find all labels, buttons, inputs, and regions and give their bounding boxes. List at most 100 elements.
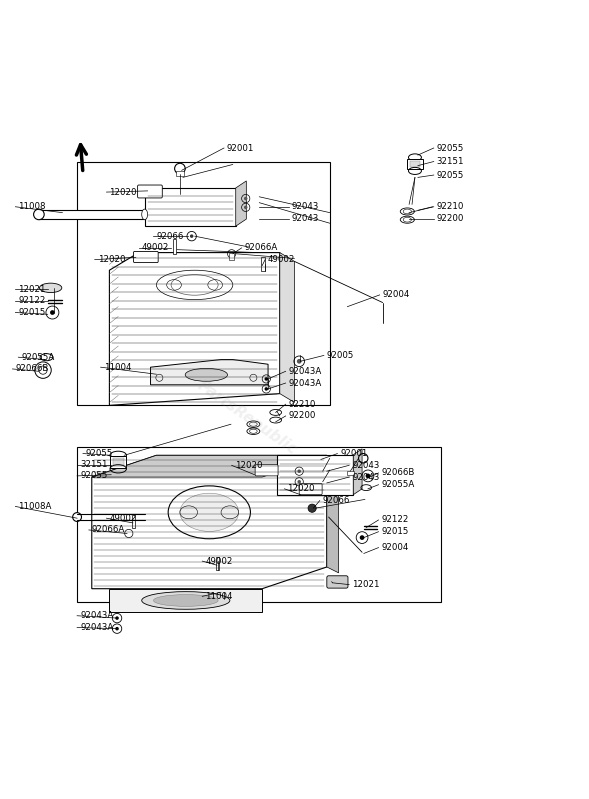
Text: 92210: 92210 — [436, 202, 464, 211]
FancyBboxPatch shape — [110, 456, 127, 467]
Text: 49002: 49002 — [268, 255, 296, 264]
Text: 12020: 12020 — [287, 484, 315, 493]
Ellipse shape — [142, 591, 230, 610]
Text: 92043A: 92043A — [80, 611, 113, 620]
Text: 92055: 92055 — [436, 144, 464, 153]
Circle shape — [50, 310, 55, 315]
FancyBboxPatch shape — [216, 557, 219, 570]
Polygon shape — [280, 252, 294, 403]
Text: 92066: 92066 — [323, 496, 350, 505]
Ellipse shape — [72, 513, 81, 522]
Text: 92066A: 92066A — [244, 244, 278, 252]
Ellipse shape — [403, 217, 412, 222]
Text: 92055: 92055 — [86, 449, 113, 458]
Text: 32151: 32151 — [80, 460, 108, 469]
Ellipse shape — [39, 283, 62, 292]
Text: 49002: 49002 — [142, 244, 169, 252]
Text: 12020: 12020 — [98, 255, 125, 264]
FancyBboxPatch shape — [255, 465, 278, 476]
FancyBboxPatch shape — [173, 239, 176, 254]
FancyBboxPatch shape — [113, 459, 124, 465]
Circle shape — [264, 377, 268, 380]
Text: 92005: 92005 — [327, 351, 354, 360]
Text: 92066: 92066 — [157, 232, 184, 240]
Text: 32151: 32151 — [436, 157, 464, 166]
Circle shape — [297, 480, 301, 483]
Ellipse shape — [168, 486, 250, 539]
Text: PartsRepublic: PartsRepublic — [195, 377, 300, 457]
Text: 92043: 92043 — [292, 214, 319, 223]
FancyBboxPatch shape — [327, 576, 348, 588]
Text: 92055: 92055 — [80, 471, 107, 480]
Polygon shape — [151, 360, 268, 385]
Polygon shape — [236, 181, 246, 226]
Polygon shape — [92, 455, 327, 589]
Text: 12021: 12021 — [352, 580, 379, 589]
Polygon shape — [92, 455, 327, 477]
Text: 49002: 49002 — [205, 557, 233, 566]
Circle shape — [244, 205, 247, 209]
Ellipse shape — [154, 594, 218, 606]
FancyBboxPatch shape — [347, 471, 354, 475]
FancyBboxPatch shape — [411, 161, 419, 167]
Circle shape — [360, 535, 365, 540]
Text: 11004: 11004 — [104, 363, 131, 372]
Text: 92055A: 92055A — [21, 352, 55, 362]
Text: 11008: 11008 — [18, 202, 46, 211]
Text: 92055: 92055 — [436, 170, 464, 180]
Polygon shape — [327, 455, 339, 573]
Ellipse shape — [403, 209, 412, 214]
Text: 92043A: 92043A — [289, 379, 322, 388]
Text: 12020: 12020 — [110, 188, 137, 197]
Circle shape — [308, 504, 316, 512]
Polygon shape — [39, 210, 145, 218]
FancyBboxPatch shape — [408, 158, 422, 169]
Text: 92001: 92001 — [340, 449, 368, 458]
Text: 92122: 92122 — [18, 296, 46, 305]
FancyBboxPatch shape — [145, 188, 236, 226]
Circle shape — [115, 627, 119, 630]
Text: 92015: 92015 — [382, 527, 409, 536]
FancyBboxPatch shape — [261, 256, 264, 272]
Ellipse shape — [185, 368, 227, 381]
FancyBboxPatch shape — [132, 515, 135, 527]
Text: 12020: 12020 — [234, 461, 262, 470]
Ellipse shape — [142, 209, 148, 220]
Text: 92200: 92200 — [436, 214, 464, 223]
FancyBboxPatch shape — [229, 252, 234, 260]
Circle shape — [297, 359, 302, 364]
Text: 92043A: 92043A — [80, 623, 113, 632]
Ellipse shape — [250, 429, 257, 433]
FancyBboxPatch shape — [138, 185, 163, 198]
Text: 11008A: 11008A — [18, 502, 52, 511]
Text: 92066B: 92066B — [15, 364, 49, 373]
Text: 92004: 92004 — [382, 543, 409, 552]
Text: 92004: 92004 — [383, 290, 410, 300]
Text: 92015: 92015 — [18, 308, 46, 317]
Circle shape — [264, 388, 268, 391]
Circle shape — [366, 474, 370, 479]
Ellipse shape — [180, 493, 239, 531]
Circle shape — [244, 197, 247, 201]
Text: 92122: 92122 — [382, 515, 409, 524]
Circle shape — [190, 234, 193, 238]
Text: 92200: 92200 — [289, 411, 316, 420]
FancyBboxPatch shape — [134, 252, 158, 263]
FancyBboxPatch shape — [299, 483, 322, 495]
Text: 92043: 92043 — [352, 461, 379, 470]
Text: 92210: 92210 — [289, 400, 316, 409]
Circle shape — [115, 616, 119, 620]
Text: 92066A: 92066A — [92, 526, 125, 535]
Text: 92055A: 92055A — [382, 480, 415, 489]
Ellipse shape — [34, 209, 44, 220]
Text: 92066B: 92066B — [382, 468, 415, 478]
Polygon shape — [353, 449, 362, 495]
Ellipse shape — [250, 422, 257, 426]
Circle shape — [297, 470, 301, 473]
Text: 12021: 12021 — [18, 284, 46, 293]
FancyBboxPatch shape — [277, 455, 353, 495]
Polygon shape — [110, 589, 262, 612]
Text: 92043A: 92043A — [289, 367, 322, 376]
Text: 49002: 49002 — [110, 514, 137, 523]
FancyBboxPatch shape — [176, 171, 184, 176]
